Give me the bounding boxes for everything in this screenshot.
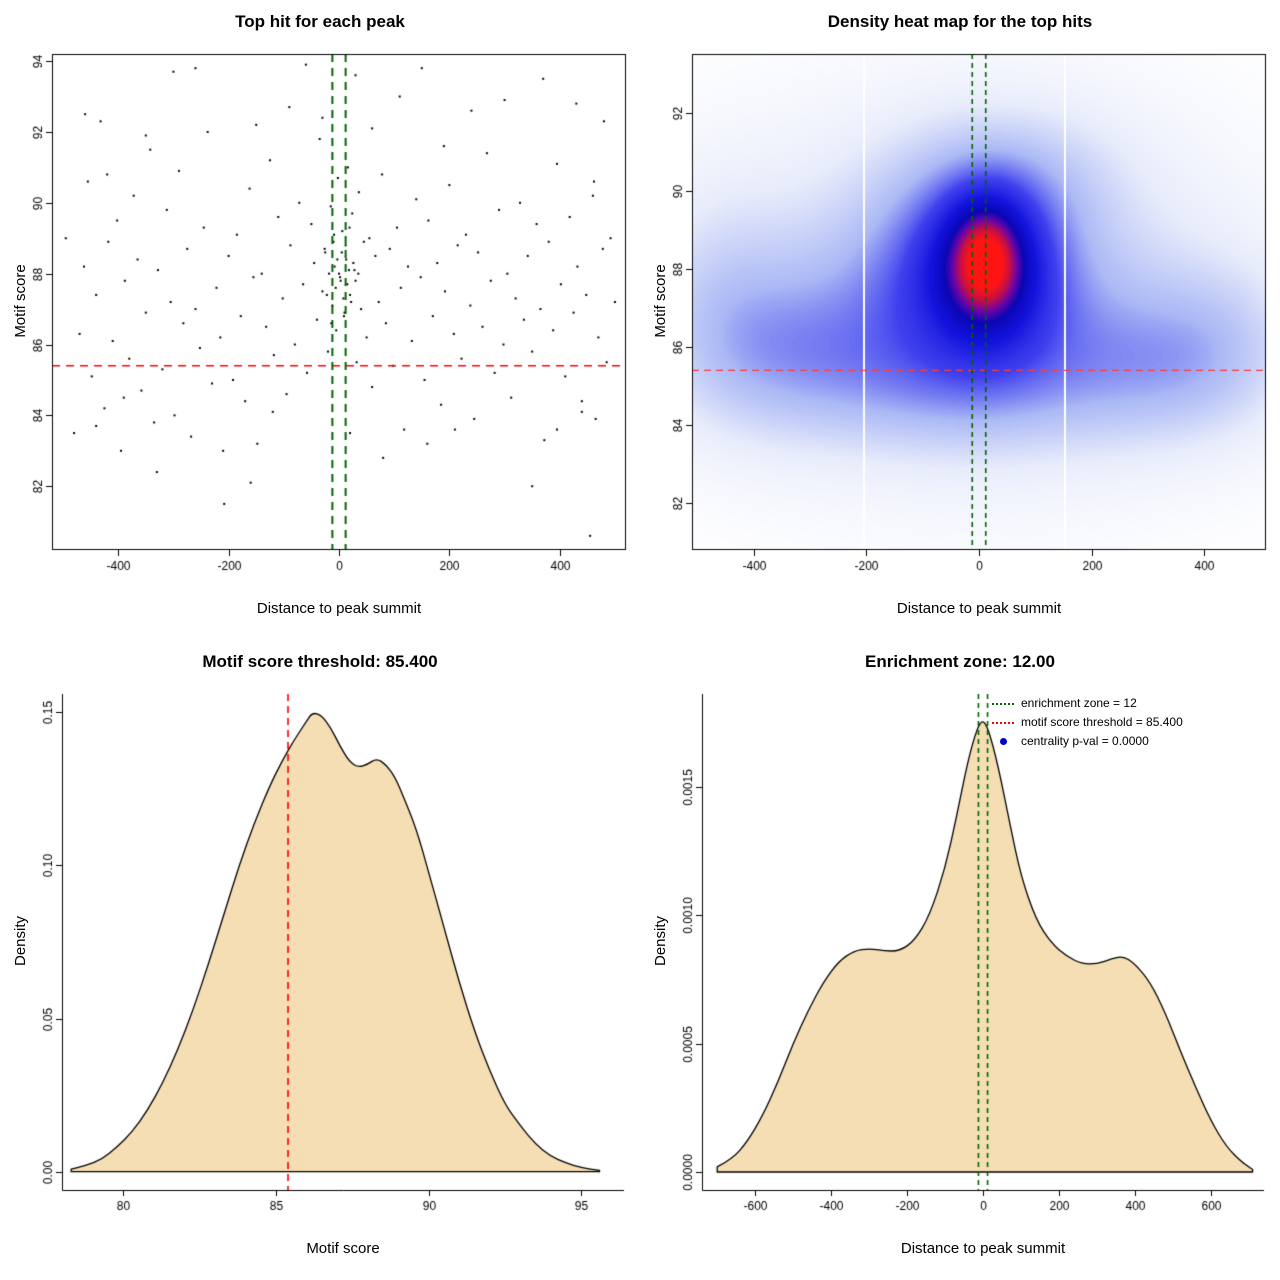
legend-item-score-threshold: motif score threshold = 85.400 <box>992 715 1268 730</box>
legend-item-centrality-pval: centrality p-val = 0.0000 <box>992 734 1268 749</box>
legend-label: enrichment zone = 12 <box>1021 696 1137 710</box>
distance-density-xlabel: Distance to peak summit <box>900 1240 1066 1257</box>
panel-enrichment-zone-density: Enrichment zone: 12.00 Distance to peak … <box>640 640 1280 1280</box>
panel-motif-score-density: Motif score threshold: 85.400 Motif scor… <box>0 640 640 1280</box>
scatter-title: Top hit for each peak <box>235 12 405 31</box>
score-density-xlabel: Motif score <box>306 1240 380 1257</box>
enrichment-zone-line-icon <box>992 702 1014 705</box>
score-density-ylabel: Density <box>12 915 29 967</box>
heatmap-xlabel: Distance to peak summit <box>896 600 1062 617</box>
score-density-title: Motif score threshold: 85.400 <box>202 652 438 671</box>
scatter-xlabel: Distance to peak summit <box>256 600 422 617</box>
legend-label: centrality p-val = 0.0000 <box>1021 734 1149 748</box>
panel-top-hits-scatter: Top hit for each peak Distance to peak s… <box>0 0 640 640</box>
panel-density-heatmap: Density heat map for the top hits Distan… <box>640 0 1280 640</box>
legend-item-enrichment-zone: enrichment zone = 12 <box>992 696 1268 711</box>
heatmap-title: Density heat map for the top hits <box>827 12 1093 31</box>
plot-legend: enrichment zone = 12 motif score thresho… <box>992 696 1268 753</box>
heatmap-plot-canvas <box>640 44 1280 594</box>
enrichment-zone-title: Enrichment zone: 12.00 <box>865 652 1055 671</box>
scatter-plot-canvas <box>0 44 640 594</box>
legend-label: motif score threshold = 85.400 <box>1021 715 1183 729</box>
centrality-pval-dot-icon <box>992 738 1014 745</box>
score-threshold-line-icon <box>992 721 1014 724</box>
distance-density-ylabel: Density <box>652 915 669 967</box>
scatter-ylabel: Motif score <box>12 264 29 338</box>
heatmap-ylabel: Motif score <box>652 264 669 338</box>
distance-density-plot-canvas <box>640 684 1280 1234</box>
score-density-plot-canvas <box>0 684 640 1234</box>
